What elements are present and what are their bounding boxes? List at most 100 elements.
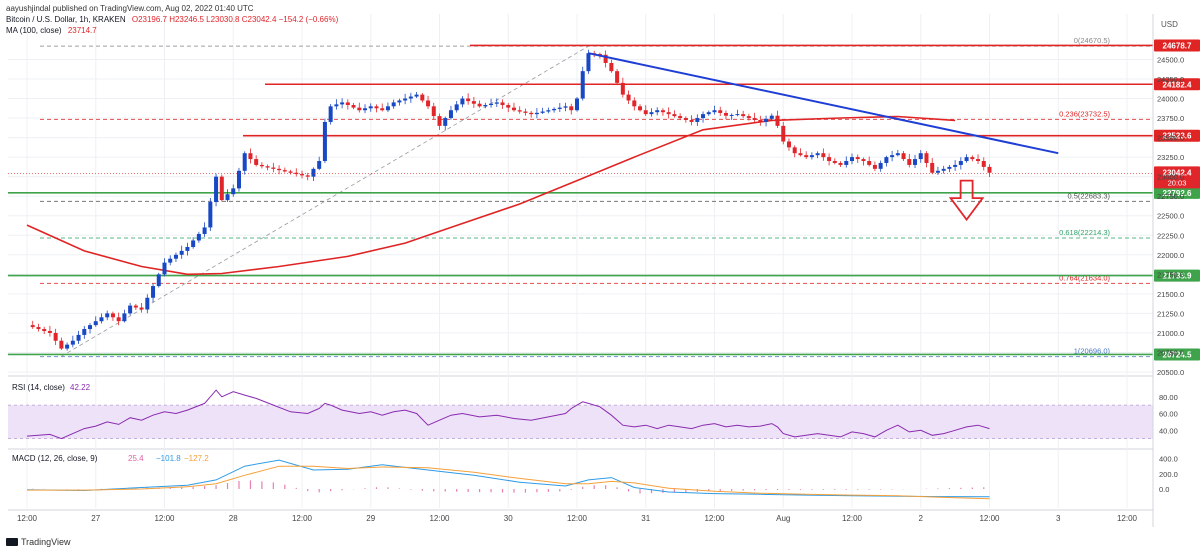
candle[interactable] [506, 102, 511, 113]
candle[interactable] [958, 157, 963, 170]
candle[interactable] [683, 116, 688, 123]
candle[interactable] [42, 326, 47, 335]
candle[interactable] [139, 303, 144, 313]
candle[interactable] [529, 110, 534, 118]
candle[interactable] [168, 255, 173, 266]
candle[interactable] [483, 102, 488, 109]
candle[interactable] [540, 107, 545, 115]
candle[interactable] [649, 108, 654, 117]
candle[interactable] [208, 197, 213, 232]
candle[interactable] [557, 103, 562, 112]
candle[interactable] [678, 113, 683, 121]
candle[interactable] [764, 115, 769, 127]
candle[interactable] [901, 150, 906, 161]
candle[interactable] [454, 101, 459, 113]
candle[interactable] [317, 156, 322, 171]
candle[interactable] [838, 161, 843, 167]
candle[interactable] [580, 66, 585, 101]
candle[interactable] [122, 309, 127, 323]
candle[interactable] [953, 160, 958, 171]
candle[interactable] [311, 167, 316, 181]
candle[interactable] [156, 272, 161, 288]
candle[interactable] [701, 111, 706, 123]
candle[interactable] [660, 108, 665, 116]
candle[interactable] [695, 114, 700, 126]
candle[interactable] [397, 98, 402, 106]
candle[interactable] [809, 152, 814, 160]
candle[interactable] [374, 104, 379, 113]
candle[interactable] [460, 96, 465, 108]
candle[interactable] [88, 323, 93, 334]
candle[interactable] [913, 154, 918, 169]
candle[interactable] [638, 104, 643, 112]
candle[interactable] [173, 252, 178, 263]
candle[interactable] [202, 222, 207, 237]
candle[interactable] [185, 242, 190, 256]
candle[interactable] [844, 156, 849, 168]
candle[interactable] [729, 113, 734, 120]
candle[interactable] [723, 110, 728, 120]
candle[interactable] [322, 118, 327, 164]
candle[interactable] [792, 145, 797, 158]
candle[interactable] [941, 165, 946, 174]
candle[interactable] [282, 167, 287, 173]
candle[interactable] [930, 157, 935, 175]
candle[interactable] [552, 107, 557, 113]
candle[interactable] [878, 160, 883, 172]
candle[interactable] [821, 148, 826, 161]
candle[interactable] [632, 97, 637, 111]
candle[interactable] [431, 102, 436, 120]
candle[interactable] [36, 323, 41, 332]
candle[interactable] [626, 90, 631, 104]
candle[interactable] [426, 95, 431, 110]
candle[interactable] [70, 335, 75, 348]
candle[interactable] [609, 59, 614, 73]
candle[interactable] [735, 109, 740, 117]
candle[interactable] [162, 258, 167, 277]
candle[interactable] [151, 283, 156, 303]
candle[interactable] [448, 105, 453, 120]
candle[interactable] [746, 113, 751, 121]
candle[interactable] [976, 154, 981, 164]
candle[interactable] [420, 92, 425, 103]
candle[interactable] [666, 107, 671, 119]
candle[interactable] [214, 173, 219, 207]
candle[interactable] [781, 121, 786, 145]
candle[interactable] [59, 337, 64, 350]
candle[interactable] [414, 91, 419, 99]
candle[interactable] [351, 102, 356, 110]
candle[interactable] [907, 153, 912, 168]
candle[interactable] [471, 96, 476, 108]
candle[interactable] [970, 155, 975, 162]
candle[interactable] [385, 102, 390, 113]
candle[interactable] [752, 112, 757, 124]
candle[interactable] [769, 113, 774, 121]
candle[interactable] [987, 164, 992, 177]
candle[interactable] [861, 157, 866, 166]
candle[interactable] [758, 115, 763, 126]
candle[interactable] [437, 113, 442, 130]
candle[interactable] [380, 103, 385, 112]
candle[interactable] [145, 294, 150, 314]
candle[interactable] [93, 316, 98, 327]
candle[interactable] [947, 164, 952, 173]
candle[interactable] [672, 110, 677, 118]
candle[interactable] [294, 168, 299, 177]
candle[interactable] [133, 303, 138, 311]
candle[interactable] [718, 106, 723, 116]
candle[interactable] [219, 174, 224, 202]
candle[interactable] [523, 108, 528, 116]
candle[interactable] [47, 325, 52, 337]
candle[interactable] [242, 151, 247, 175]
candle[interactable] [334, 99, 339, 110]
candle[interactable] [895, 149, 900, 157]
candle[interactable] [408, 92, 413, 103]
candle[interactable] [30, 320, 35, 329]
candle[interactable] [827, 153, 832, 166]
candle[interactable] [179, 245, 184, 259]
candle[interactable] [82, 326, 87, 339]
candle[interactable] [832, 158, 837, 165]
candle[interactable] [804, 151, 809, 159]
candle[interactable] [99, 313, 104, 324]
